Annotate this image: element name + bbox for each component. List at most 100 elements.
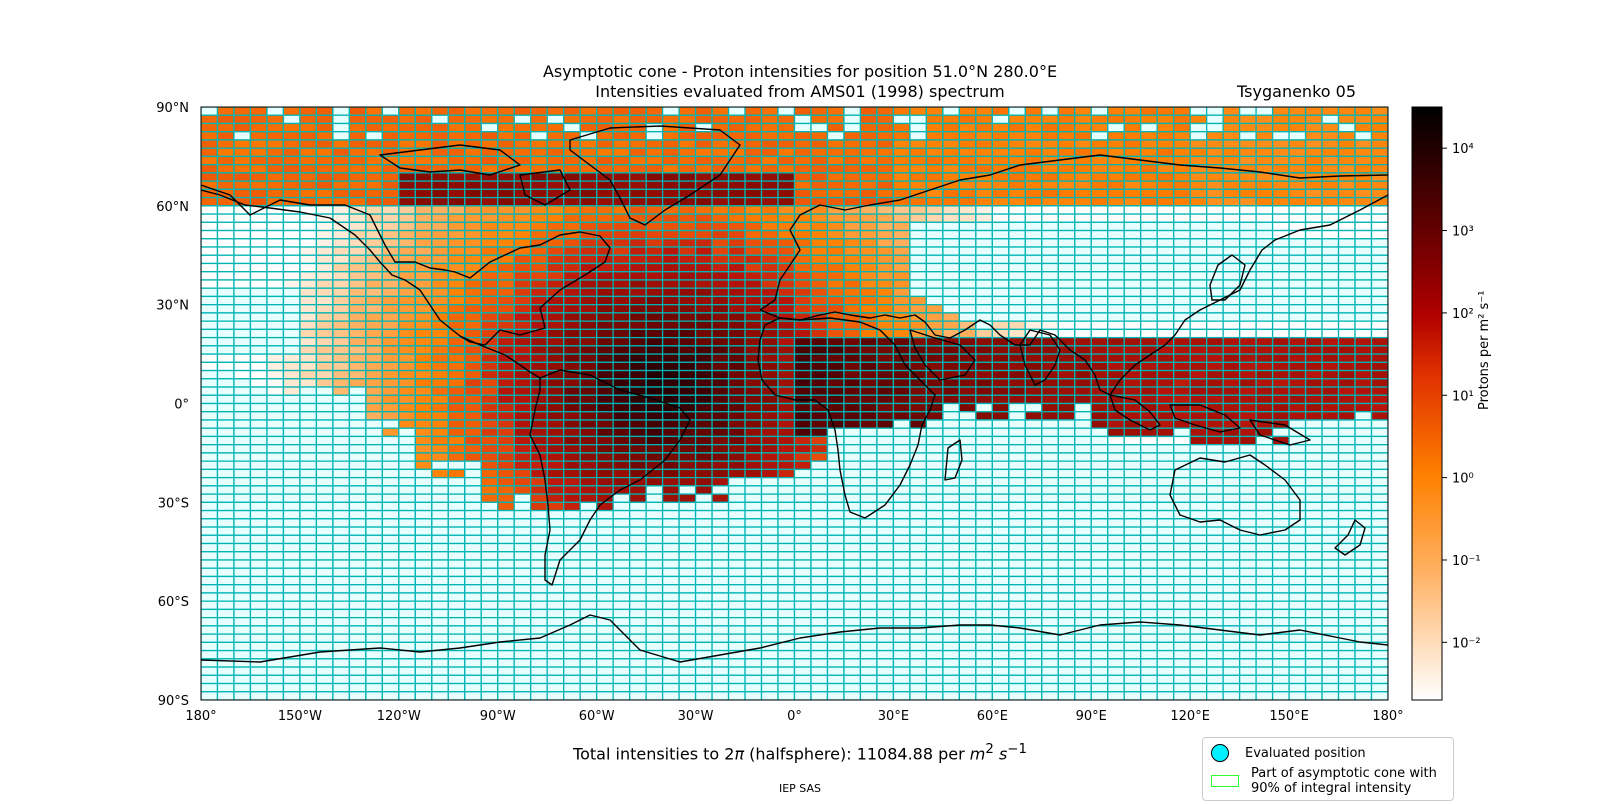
grid-cell bbox=[1238, 122, 1257, 133]
grid-cell bbox=[1123, 542, 1142, 553]
grid-cell bbox=[216, 419, 235, 429]
grid-cell bbox=[925, 691, 944, 700]
grid-cell bbox=[810, 419, 829, 429]
grid-cell bbox=[497, 584, 515, 594]
grid-cell bbox=[216, 567, 235, 578]
grid-cell bbox=[332, 567, 351, 578]
grid-cell bbox=[1255, 320, 1274, 331]
grid-cell bbox=[1123, 501, 1142, 512]
grid-cell bbox=[1024, 444, 1043, 454]
grid-cell bbox=[843, 304, 862, 314]
grid-cell bbox=[348, 361, 367, 372]
grid-cell bbox=[1024, 229, 1043, 240]
grid-cell bbox=[1107, 452, 1125, 462]
grid-cell bbox=[1024, 394, 1043, 405]
grid-cell bbox=[744, 180, 763, 191]
grid-cell bbox=[711, 658, 730, 668]
grid-cell bbox=[1238, 394, 1257, 405]
grid-cell bbox=[348, 444, 367, 454]
grid-cell bbox=[1255, 551, 1274, 561]
grid-cell bbox=[1238, 444, 1257, 454]
grid-cell bbox=[365, 155, 383, 166]
grid-cell bbox=[1304, 312, 1323, 322]
grid-cell bbox=[661, 164, 680, 174]
grid-cell bbox=[1255, 641, 1274, 652]
grid-cell bbox=[859, 238, 878, 248]
grid-cell bbox=[431, 658, 449, 668]
grid-cell bbox=[563, 221, 581, 232]
grid-cell bbox=[1337, 246, 1356, 256]
grid-cell bbox=[1321, 246, 1340, 256]
grid-cell bbox=[826, 658, 845, 668]
grid-cell bbox=[414, 534, 433, 545]
grid-cell bbox=[760, 526, 779, 536]
grid-cell bbox=[282, 600, 301, 611]
grid-cell bbox=[249, 196, 268, 207]
grid-cell bbox=[777, 551, 796, 561]
grid-cell bbox=[563, 205, 581, 215]
grid-cell bbox=[892, 427, 911, 438]
grid-cell bbox=[1057, 534, 1076, 545]
grid-cell bbox=[431, 427, 449, 438]
grid-cell bbox=[1156, 246, 1175, 256]
grid-cell bbox=[513, 534, 532, 545]
grid-cell bbox=[793, 402, 812, 413]
grid-cell bbox=[694, 460, 713, 471]
grid-cell bbox=[876, 411, 895, 421]
grid-cell bbox=[942, 155, 961, 166]
grid-cell bbox=[1057, 287, 1076, 298]
grid-cell bbox=[859, 155, 878, 166]
grid-cell bbox=[975, 205, 993, 215]
grid-cell bbox=[744, 279, 763, 289]
grid-cell bbox=[579, 427, 598, 438]
grid-cell bbox=[1024, 262, 1043, 273]
grid-cell bbox=[645, 476, 664, 487]
grid-cell bbox=[1304, 534, 1323, 545]
grid-cell bbox=[744, 287, 763, 298]
grid-cell bbox=[645, 542, 664, 553]
grid-cell bbox=[348, 658, 367, 668]
grid-cell bbox=[1156, 345, 1175, 355]
grid-cell bbox=[1304, 551, 1323, 561]
grid-cell bbox=[1271, 328, 1290, 339]
grid-cell bbox=[1041, 608, 1059, 619]
grid-cell bbox=[1288, 213, 1307, 223]
grid-cell bbox=[365, 584, 383, 594]
grid-cell bbox=[282, 262, 301, 273]
grid-cell bbox=[1288, 608, 1307, 619]
grid-cell bbox=[793, 254, 812, 265]
grid-cell bbox=[810, 476, 829, 487]
grid-cell bbox=[975, 567, 993, 578]
grid-cell bbox=[480, 411, 499, 421]
grid-cell bbox=[431, 229, 449, 240]
grid-cell bbox=[1074, 682, 1092, 693]
grid-cell bbox=[1057, 147, 1076, 158]
grid-cell bbox=[480, 476, 499, 487]
grid-cell bbox=[315, 691, 334, 700]
grid-cell bbox=[513, 559, 532, 569]
grid-cell bbox=[1057, 559, 1076, 569]
grid-cell bbox=[1057, 435, 1076, 446]
grid-cell bbox=[1024, 575, 1043, 586]
grid-cell bbox=[414, 518, 433, 528]
grid-cell bbox=[975, 476, 993, 487]
grid-cell bbox=[464, 567, 482, 578]
grid-cell bbox=[381, 526, 400, 536]
grid-cell bbox=[1321, 386, 1340, 396]
grid-cell bbox=[1090, 493, 1109, 503]
grid-cell bbox=[546, 131, 565, 141]
grid-cell bbox=[727, 616, 746, 627]
grid-cell bbox=[546, 452, 565, 462]
grid-cell bbox=[991, 312, 1010, 322]
grid-cell bbox=[332, 575, 351, 586]
grid-cell bbox=[1024, 526, 1043, 536]
grid-cell bbox=[1057, 476, 1076, 487]
grid-cell bbox=[975, 649, 993, 660]
grid-cell bbox=[876, 287, 895, 298]
grid-cell bbox=[859, 295, 878, 306]
grid-cell bbox=[201, 641, 219, 652]
grid-cell bbox=[480, 674, 499, 685]
grid-cell bbox=[447, 213, 466, 223]
grid-cell bbox=[1008, 328, 1026, 339]
grid-cell bbox=[1156, 279, 1175, 289]
